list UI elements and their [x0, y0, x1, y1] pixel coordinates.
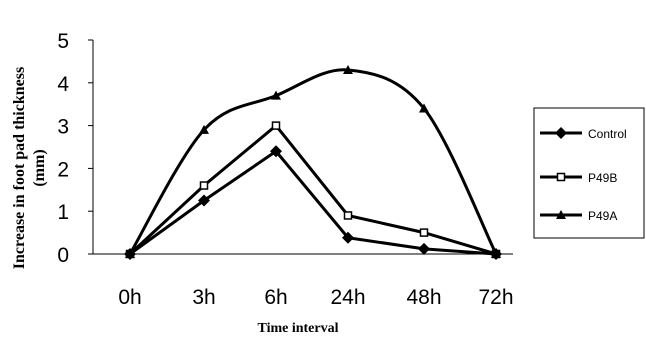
- data-point-p49b: [199, 181, 209, 190]
- y-tick-label: 2: [57, 158, 69, 181]
- y-axis-title: Increase in foot pad thickness (mm): [11, 67, 48, 269]
- data-point-p49a: [343, 64, 353, 74]
- series-layer: [124, 64, 502, 260]
- data-point-p49b: [419, 228, 429, 237]
- legend-label-p49a: P49A: [588, 209, 617, 223]
- y-tick-label: 1: [57, 201, 69, 224]
- y-ticks: 0 1 2 3 4 5: [57, 30, 93, 267]
- y-axis-title-line1: Increase in foot pad thickness: [11, 67, 28, 269]
- data-point-control: [418, 242, 430, 255]
- data-point-p49b: [343, 211, 353, 220]
- data-point-control: [198, 194, 210, 207]
- series-line-p49b: [128, 123, 497, 256]
- data-point-control: [270, 145, 282, 158]
- x-axis-title: Time interval: [257, 321, 338, 336]
- legend-marker-p49b: [556, 172, 566, 182]
- y-axis-title-line2: (mm): [31, 149, 48, 186]
- x-tick-label: 48h: [406, 286, 441, 309]
- data-point-control: [124, 248, 136, 260]
- data-point-control: [490, 248, 502, 260]
- data-point-p49a: [199, 124, 209, 134]
- data-point-p49a: [271, 90, 281, 100]
- y-tick-label: 5: [57, 30, 69, 53]
- series-line-control: [129, 149, 497, 256]
- x-tick-label: 24h: [330, 286, 365, 309]
- data-point-control: [342, 231, 354, 244]
- y-tick-label: 0: [57, 244, 69, 267]
- x-tick-label: 6h: [264, 286, 287, 309]
- legend-marker-p49a: [556, 210, 566, 219]
- x-tick-label: 3h: [192, 286, 215, 309]
- series-line-p49a: [128, 68, 498, 255]
- data-point-p49b: [271, 121, 281, 130]
- legend-label-p49b: P49B: [588, 171, 617, 185]
- x-ticks: 0h 3h 6h 24h 48h 72h: [118, 286, 513, 309]
- y-tick-label: 4: [57, 73, 69, 96]
- legend: Control P49B P49A: [533, 107, 645, 239]
- legend-marker-control: [555, 127, 567, 139]
- legend-label-control: Control: [588, 127, 627, 141]
- data-point-p49a: [419, 103, 429, 113]
- x-tick-label: 72h: [478, 286, 513, 309]
- y-tick-label: 3: [57, 116, 69, 139]
- x-tick-label: 0h: [118, 286, 141, 309]
